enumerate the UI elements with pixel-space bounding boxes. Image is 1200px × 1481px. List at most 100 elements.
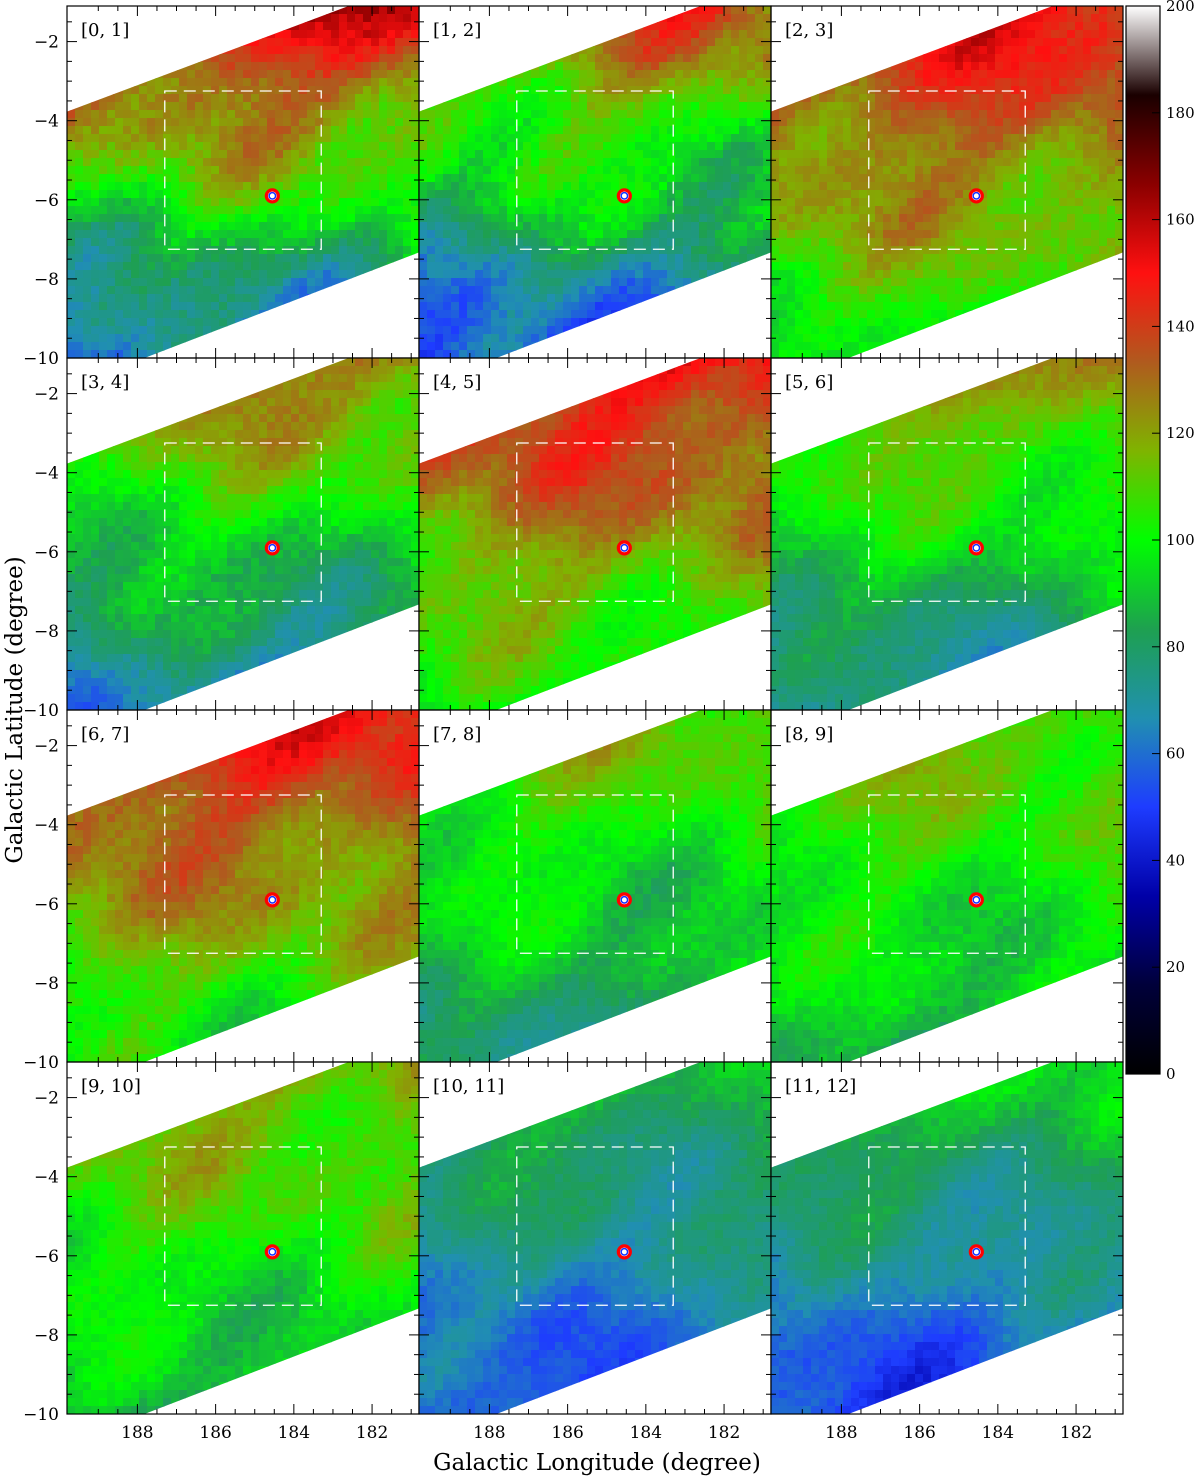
channel-panel: [1, 2] [418, 5, 772, 359]
y-tick-label: −6 [34, 1247, 59, 1267]
source-marker-inner [268, 543, 277, 552]
channel-panel: [2, 3] [770, 5, 1124, 359]
colorbar-tick-label: 200 [1166, 0, 1195, 15]
colorbar-tick-label: 0 [1166, 1065, 1176, 1083]
y-tick-label: −10 [23, 349, 59, 369]
intensity-map [771, 6, 1123, 358]
axis-ticks [771, 710, 1123, 1063]
region-box [516, 1146, 674, 1306]
channel-panel: [0, 1] −2 −4 −6 −8 −10 [23, 5, 420, 369]
intensity-map [419, 358, 771, 710]
source-marker [264, 892, 280, 908]
intensity-map [67, 6, 419, 358]
y-tick-label: −6 [34, 191, 59, 211]
axis-ticks [419, 6, 771, 359]
y-tick-label: −4 [34, 112, 59, 132]
panel-velocity-label: [9, 10] [81, 1076, 141, 1097]
x-tick-label: 188 [473, 1423, 505, 1443]
y-tick-label: −6 [34, 543, 59, 563]
region-box [868, 1146, 1026, 1306]
source-marker-inner [972, 895, 981, 904]
colorbar-tick-label: 140 [1166, 317, 1195, 335]
channel-panel: [10, 11] 188 186 184 182 [418, 1061, 772, 1443]
x-tick-label: 182 [1060, 1423, 1092, 1443]
source-marker [616, 188, 632, 204]
y-tick-label: −8 [34, 1326, 59, 1346]
colorbar-tick-label: 120 [1166, 424, 1195, 442]
intensity-map [771, 358, 1123, 710]
intensity-map [67, 358, 419, 710]
y-tick-label: −2 [34, 33, 59, 53]
region-box [164, 442, 322, 602]
x-tick-label: 184 [278, 1423, 310, 1443]
source-marker-inner [620, 895, 629, 904]
axis-ticks [67, 1062, 419, 1415]
channel-panel: [7, 8] [418, 709, 772, 1063]
source-marker [968, 188, 984, 204]
region-box [868, 794, 1026, 954]
panel-velocity-label: [4, 5] [433, 372, 481, 393]
y-tick-label: −8 [34, 270, 59, 290]
colorbar-tick-label: 20 [1166, 958, 1185, 976]
intensity-map [419, 1062, 771, 1414]
source-marker [968, 892, 984, 908]
source-marker [616, 892, 632, 908]
source-marker-inner [268, 895, 277, 904]
y-tick-label: −8 [34, 974, 59, 994]
panel-velocity-label: [8, 9] [785, 724, 833, 745]
axis-ticks [419, 1062, 771, 1415]
source-marker-inner [972, 543, 981, 552]
region-box [164, 90, 322, 250]
y-tick-label: −2 [34, 737, 59, 757]
colorbar-tick-label: 40 [1166, 851, 1185, 869]
panel-velocity-label: [5, 6] [785, 372, 833, 393]
panel-velocity-label: [0, 1] [81, 20, 129, 41]
channel-panel: [9, 10] −2 −4 −6 −8 −10 188 186 184 182 [23, 1061, 420, 1443]
source-marker-inner [972, 191, 981, 200]
channel-panel: [4, 5] [418, 357, 772, 711]
source-marker [264, 540, 280, 556]
channel-panel: [6, 7] −2 −4 −6 −8 −10 [23, 709, 420, 1073]
source-marker-inner [620, 191, 629, 200]
panel-velocity-label: [2, 3] [785, 20, 833, 41]
source-marker [264, 1244, 280, 1260]
colorbar-tick-label: 60 [1166, 745, 1185, 763]
panel-velocity-label: [7, 8] [433, 724, 481, 745]
y-tick-label: −10 [23, 701, 59, 721]
panel-velocity-label: [11, 12] [785, 1076, 856, 1097]
region-box [164, 794, 322, 954]
axis-ticks [67, 710, 419, 1063]
panel-grid: [0, 1] −2 −4 −6 −8 −10 [1, 2] [2, 3] [3, 4] −2 −4 −… [23, 5, 1124, 1443]
panel-frame [770, 1061, 1124, 1415]
source-marker-inner [268, 1247, 277, 1256]
source-marker-inner [972, 1247, 981, 1256]
intensity-map [67, 710, 419, 1062]
x-tick-label: 184 [630, 1423, 662, 1443]
axis-ticks [771, 1062, 1123, 1415]
y-tick-label: −8 [34, 622, 59, 642]
region-box [516, 794, 674, 954]
source-marker [968, 540, 984, 556]
region-box [164, 1146, 322, 1306]
region-box [868, 442, 1026, 602]
channel-panel: [8, 9] [770, 709, 1124, 1063]
x-tick-label: 186 [199, 1423, 231, 1443]
panel-velocity-label: [6, 7] [81, 724, 129, 745]
y-tick-label: −2 [34, 385, 59, 405]
x-tick-label: 188 [121, 1423, 153, 1443]
channel-panel: [5, 6] [770, 357, 1124, 711]
x-axis-title: Galactic Longitude (degree) [433, 1450, 761, 1476]
y-axis-title: Galactic Latitude (degree) [2, 556, 28, 863]
source-marker-inner [620, 1247, 629, 1256]
y-tick-label: −10 [23, 1053, 59, 1073]
intensity-map [419, 710, 771, 1062]
x-tick-label: 186 [903, 1423, 935, 1443]
x-tick-label: 182 [356, 1423, 388, 1443]
intensity-map [419, 6, 771, 358]
panel-velocity-label: [1, 2] [433, 20, 481, 41]
y-tick-label: −4 [34, 1168, 59, 1188]
region-box [516, 442, 674, 602]
panel-velocity-label: [3, 4] [81, 372, 129, 393]
x-tick-label: 188 [825, 1423, 857, 1443]
